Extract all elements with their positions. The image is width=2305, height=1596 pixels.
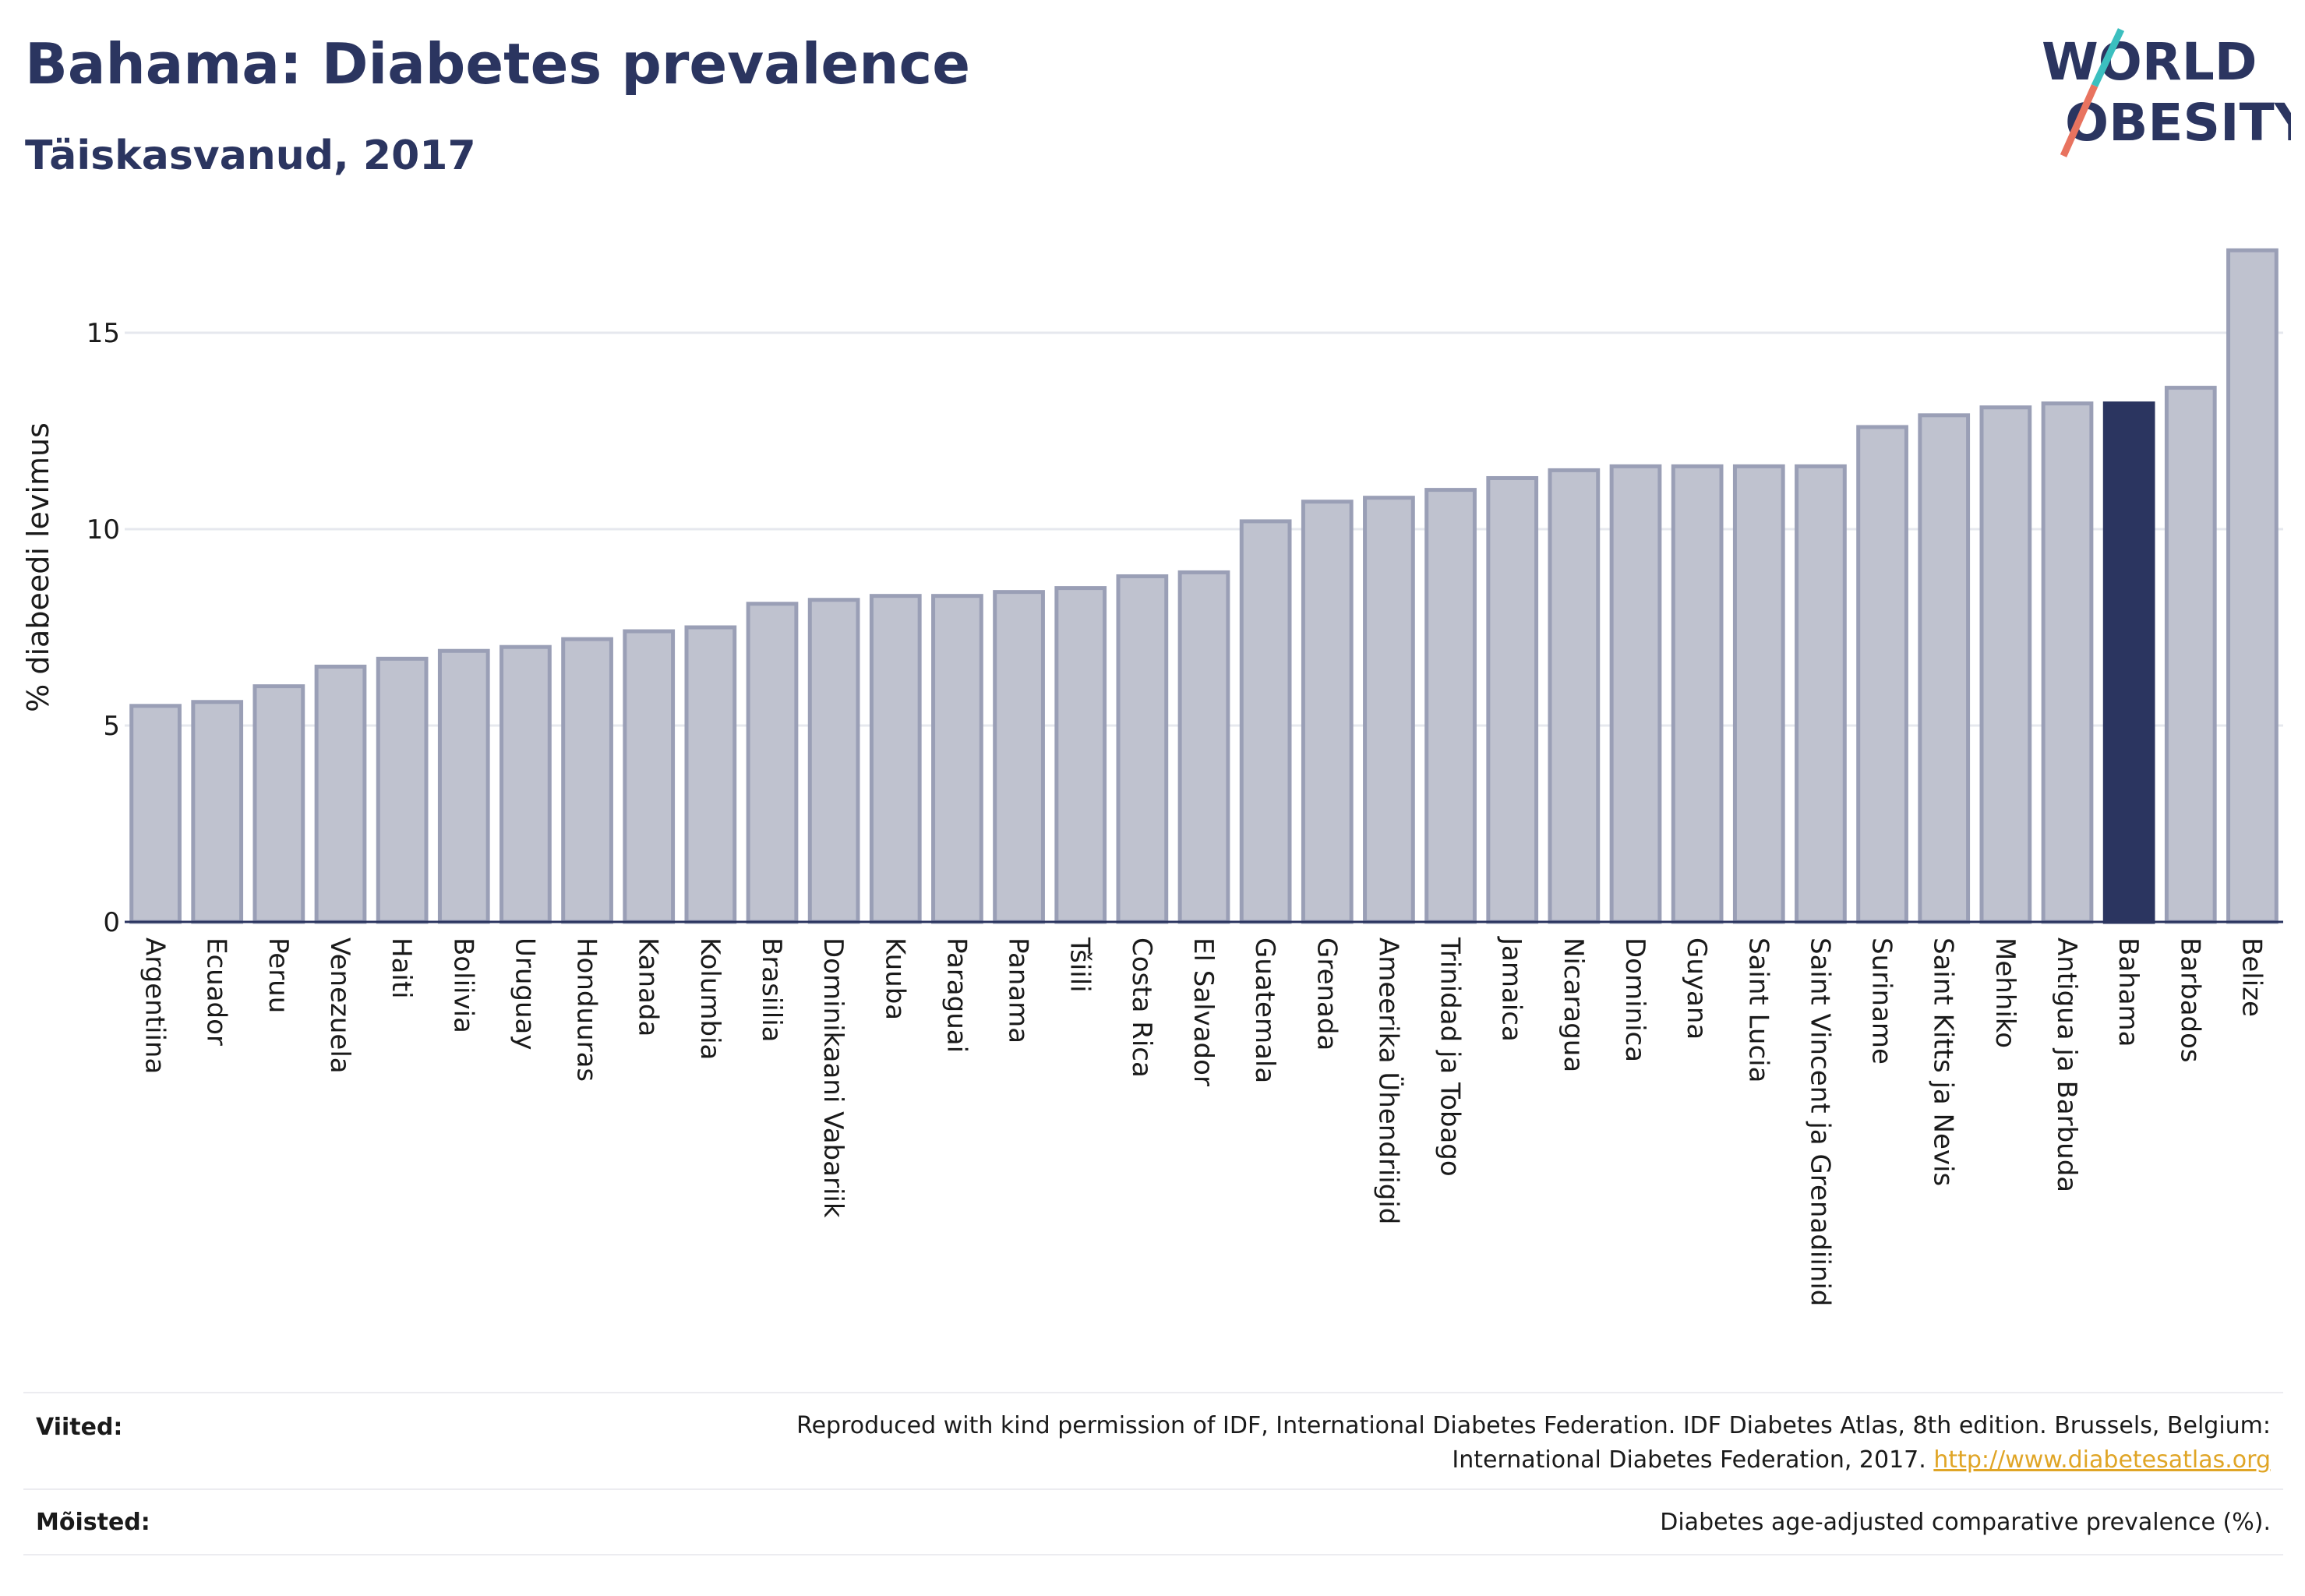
logo-slash-teal <box>2091 28 2125 87</box>
x-tick-label: Honduuras <box>571 937 602 1082</box>
bar-paraguai <box>931 594 983 924</box>
x-tick-label: Belize <box>2236 937 2267 1017</box>
bar-haiti <box>376 656 429 924</box>
bar-boliivia <box>437 648 490 924</box>
definitions-row: Mõisted: Diabetes age-adjusted comparati… <box>23 1488 2283 1555</box>
x-tick-label: Ameerika Ühendriigid <box>1372 937 1404 1224</box>
bar-antigua-ja-barbuda <box>2041 401 2094 924</box>
world-obesity-logo: WORLD OBESITY <box>2042 28 2291 157</box>
x-tick-label: Tšiili <box>1064 937 1096 993</box>
x-tick-label: Saint Vincent ja Grenadiinid <box>1804 937 1835 1306</box>
notes-section: Viited: Reproduced with kind permission … <box>23 1392 2283 1563</box>
x-tick-label: Haiti <box>386 937 417 999</box>
bar-grenada <box>1301 500 1354 924</box>
x-tick-label: Dominica <box>1619 937 1650 1062</box>
bar-uruguay <box>499 644 552 924</box>
y-axis-ticks: 0 5 10 15 <box>86 318 120 938</box>
x-tick-label: Guatemala <box>1249 937 1280 1083</box>
bar-belize <box>2226 248 2279 924</box>
y-tick-label: 0 <box>103 907 120 938</box>
bar-saint-kitts-ja-nevis <box>1918 413 1971 924</box>
x-tick-label: Suriname <box>1866 937 1897 1065</box>
diabetes-atlas-link[interactable]: http://www.diabetesatlas.org <box>1933 1446 2271 1474</box>
x-tick-label: Antigua ja Barbuda <box>2051 937 2082 1192</box>
x-tick-label: Boliivia <box>447 937 478 1033</box>
x-tick-label: Paraguai <box>941 937 972 1053</box>
bar-ecuador <box>191 700 244 924</box>
bar-jamaica <box>1486 475 1539 924</box>
x-tick-label: Costa Rica <box>1126 937 1157 1078</box>
x-tick-label: Saint Lucia <box>1742 937 1774 1082</box>
references-text: Reproduced with kind permission of IDF, … <box>796 1409 2271 1478</box>
bar-dominikaani-vabariik <box>807 598 860 924</box>
bar-saint-vincent-ja-grenadiinid <box>1795 464 1847 924</box>
y-tick-label: 5 <box>103 711 120 742</box>
bar-suriname <box>1856 425 1908 924</box>
definitions-text: Diabetes age-adjusted comparative preval… <box>1660 1509 2271 1536</box>
x-tick-label: Venezuela <box>324 937 355 1074</box>
bar-kolumbia <box>684 625 737 924</box>
logo-slash-coral <box>2060 84 2099 157</box>
x-tick-label: Grenada <box>1311 937 1342 1050</box>
bar-panama <box>993 590 1045 924</box>
bar-t-iili <box>1054 586 1107 924</box>
definitions-label: Mõisted: <box>36 1509 150 1536</box>
x-tick-label: Barbados <box>2174 937 2205 1063</box>
references-row: Viited: Reproduced with kind permission … <box>23 1392 2283 1490</box>
bar-trinidad-ja-tobago <box>1424 488 1477 924</box>
bar-el-salvador <box>1177 570 1230 924</box>
bar-venezuela <box>314 664 367 924</box>
bar-saint-lucia <box>1732 464 1785 924</box>
x-tick-label: Ecuador <box>201 937 232 1046</box>
x-tick-label: Mehhiko <box>1989 937 2021 1048</box>
y-tick-label: 10 <box>86 514 120 546</box>
bars <box>129 248 2279 924</box>
chart-subtitle: Täiskasvanud, 2017 <box>25 132 476 179</box>
x-tick-label: Panama <box>1003 937 1034 1043</box>
references-label: Viited: <box>36 1414 123 1441</box>
bar-peruu <box>252 684 305 924</box>
bar-ameerika-hendriigid <box>1363 496 1415 924</box>
x-tick-label: Kanada <box>633 937 664 1036</box>
x-tick-label: Peruu <box>263 937 294 1013</box>
x-tick-label: Guyana <box>1681 937 1712 1040</box>
y-axis-title: % diabeedi levimus <box>21 422 55 712</box>
bar-honduuras <box>561 637 613 924</box>
bar-argentiina <box>129 704 182 924</box>
bar-bahama <box>2102 401 2155 924</box>
bar-brasiilia <box>746 602 799 924</box>
x-tick-label: Argentiina <box>139 937 171 1074</box>
x-tick-label: Kuuba <box>879 937 910 1020</box>
bar-costa-rica <box>1116 574 1169 924</box>
bar-guatemala <box>1239 519 1292 924</box>
x-axis-ticks: Argentiina Ecuador Peruu Venezuela Haiti Boli… <box>139 936 2268 1306</box>
y-tick-label: 15 <box>86 318 120 349</box>
x-tick-label: Kolumbia <box>694 937 725 1060</box>
references-line-2-text: International Diabetes Federation, 2017. <box>1452 1446 1926 1474</box>
x-tick-label: Trinidad ja Tobago <box>1435 937 1466 1177</box>
chart-title: Bahama: Diabetes prevalence <box>25 31 971 97</box>
x-tick-label: Saint Kitts ja Nevis <box>1928 937 1959 1186</box>
bar-dominica <box>1609 464 1662 924</box>
x-tick-label: Bahama <box>2113 937 2144 1047</box>
bar-barbados <box>2164 386 2217 924</box>
references-line-2: International Diabetes Federation, 2017.… <box>796 1443 2271 1478</box>
logo-word-obesity: OBESITY <box>2065 93 2291 153</box>
bar-kanada <box>623 629 676 924</box>
references-line-1: Reproduced with kind permission of IDF, … <box>796 1412 2271 1439</box>
x-tick-label: Uruguay <box>509 937 540 1050</box>
x-tick-label: El Salvador <box>1188 937 1219 1086</box>
bar-nicaragua <box>1548 468 1601 924</box>
x-tick-label: Jamaica <box>1496 936 1527 1042</box>
bar-chart: 0 5 10 15 Argentiina Ecuador Peruu Venezuela Ha… <box>21 248 2283 1306</box>
bar-kuuba <box>869 594 922 924</box>
logo-word-world: WORLD <box>2042 32 2257 92</box>
bar-guyana <box>1671 464 1724 924</box>
x-tick-label: Brasiilia <box>756 937 787 1042</box>
x-tick-label: Dominikaani Vabariik <box>817 937 849 1218</box>
bar-mehhiko <box>1979 405 2032 924</box>
x-tick-label: Nicaragua <box>1558 937 1589 1072</box>
